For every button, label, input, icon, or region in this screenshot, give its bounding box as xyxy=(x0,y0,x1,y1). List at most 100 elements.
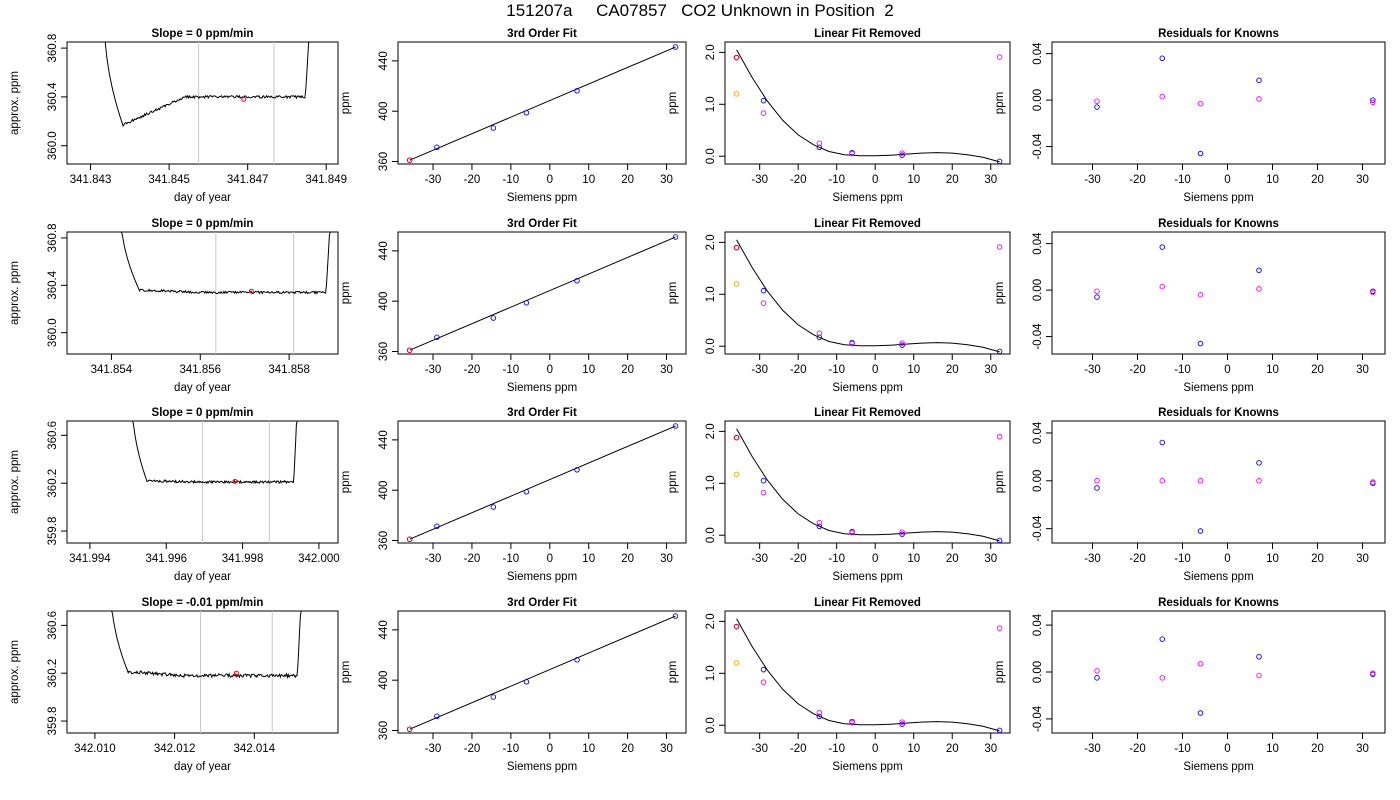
r3-residual_fit-xtick-label: 30 xyxy=(984,553,997,565)
r1-knowns_resid-ylabel: ppm xyxy=(994,92,1006,114)
known-point xyxy=(1256,654,1262,660)
r1-trace-panel: Slope = 0 ppm/min day of year approx. ppm 3… xyxy=(9,28,347,204)
r4-residual_fit-xtick-label: -20 xyxy=(790,743,807,755)
magenta-point xyxy=(899,150,905,156)
r2-residual_fit-xlabel: Siemens ppm xyxy=(832,382,902,394)
r1-knowns_resid-plot-area xyxy=(1094,55,1376,157)
known-point xyxy=(760,477,767,484)
r3-fit-xtick-label: -20 xyxy=(464,553,481,565)
known-point xyxy=(899,721,905,727)
known-point xyxy=(1094,104,1100,110)
magenta-point xyxy=(1370,99,1376,106)
r2-knowns_resid-xtick-label: -20 xyxy=(1129,364,1146,376)
r4-knowns_resid-ytick-label: 0.04 xyxy=(1032,613,1044,636)
known-point xyxy=(1159,636,1165,642)
r1-fit-ytick-label: 440 xyxy=(378,51,390,70)
r1-knowns_resid-ytick-label: -0.04 xyxy=(1032,133,1044,160)
magenta-point xyxy=(996,244,1003,250)
concentration-trace xyxy=(131,420,298,485)
known-point xyxy=(672,234,679,240)
r1-fit-frame xyxy=(397,41,687,165)
r3-knowns_resid-xtick-label: -20 xyxy=(1129,553,1146,565)
known-point xyxy=(1197,340,1204,347)
r4-knowns_resid-xlabel: Siemens ppm xyxy=(1183,761,1253,773)
r1-knowns_resid-xtick-label: 30 xyxy=(1356,174,1369,186)
magenta-point xyxy=(1094,478,1100,484)
r3-fit-xtick-label: -10 xyxy=(503,553,520,565)
r4-residual_fit-xtick-label: 20 xyxy=(946,743,959,755)
known-point xyxy=(490,694,497,700)
r1-knowns_resid-xtick-label: 20 xyxy=(1311,174,1324,186)
r1-knowns_resid-frame xyxy=(1051,41,1386,165)
r4-fit-ylabel: ppm xyxy=(340,661,352,683)
r3-trace-plot-area xyxy=(131,420,298,543)
r2-trace-ytick-label: 360.8 xyxy=(47,224,59,253)
r3-trace-panel: Slope = 0 ppm/min day of year approx. ppm 3… xyxy=(9,407,340,583)
r4-residual_fit-ytick-label: 1.0 xyxy=(705,665,717,681)
magenta-point xyxy=(849,719,855,726)
known-point xyxy=(523,300,530,306)
r3-knowns_resid-ytick-label: 0.00 xyxy=(1032,470,1044,492)
r3-fit-xtick-label: -30 xyxy=(425,553,442,565)
r4-residual_fit-title: Linear Fit Removed xyxy=(814,597,921,609)
r4-fit-frame xyxy=(397,610,687,734)
r3-knowns_resid-xtick-label: 10 xyxy=(1266,553,1279,565)
r4-knowns_resid-ylabel: ppm xyxy=(994,661,1006,683)
r2-residual_fit-xtick-label: -10 xyxy=(828,364,845,376)
magenta-point xyxy=(899,719,905,725)
known-point xyxy=(490,315,497,321)
known-point xyxy=(434,523,440,530)
r4-fit-ytick-label: 440 xyxy=(378,620,390,639)
r3-knowns_resid-xlabel: Siemens ppm xyxy=(1183,571,1253,583)
known-point xyxy=(1159,244,1165,250)
r4-knowns_resid-xtick-label: 20 xyxy=(1311,743,1324,755)
magenta-point xyxy=(1094,98,1100,105)
magenta-point xyxy=(899,340,905,346)
r3-knowns_resid-xtick-label: 30 xyxy=(1356,553,1369,565)
r2-residual_fit-xtick-label: 10 xyxy=(907,364,920,376)
unknown-point xyxy=(733,54,740,61)
r2-residual_fit-plot-area xyxy=(733,239,1003,355)
magenta-point xyxy=(816,140,823,146)
r4-trace-ytick-label: 359.8 xyxy=(47,707,59,736)
known-point xyxy=(523,679,530,685)
r1-knowns_resid-xtick-label: -20 xyxy=(1129,174,1146,186)
r1-knowns_resid-ytick-label: 0.04 xyxy=(1032,42,1044,65)
r2-trace-ytick-label: 360.4 xyxy=(47,270,59,299)
known-point xyxy=(996,158,1003,165)
r4-residual_fit-xtick-label: -10 xyxy=(828,743,845,755)
r1-residual_fit-ylabel: ppm xyxy=(667,92,679,114)
orange-point xyxy=(733,471,740,478)
r2-residual_fit-ytick-label: 1.0 xyxy=(705,286,717,302)
magenta-point xyxy=(1094,288,1100,295)
r1-residual_fit-plot-area xyxy=(733,49,1003,165)
r2-fit-plot-area xyxy=(406,234,679,353)
r2-trace-xtick-label: 341.856 xyxy=(179,364,221,376)
unknown-point xyxy=(733,434,740,441)
known-point xyxy=(434,713,440,720)
r1-residual_fit-xtick-label: -10 xyxy=(828,174,845,186)
unknown-point xyxy=(733,244,740,251)
r2-knowns_resid-xtick-label: 0 xyxy=(1224,364,1230,376)
r2-fit-xtick-label: 10 xyxy=(582,364,595,376)
known-point xyxy=(816,523,823,530)
r2-fit-xtick-label: 30 xyxy=(660,364,673,376)
magenta-point xyxy=(849,340,855,347)
r2-residual_fit-xtick-label: -20 xyxy=(790,364,807,376)
r1-trace-ytick-label: 360.0 xyxy=(47,131,59,160)
unknown-point xyxy=(406,347,413,353)
r3-residual_fit-xtick-label: -10 xyxy=(828,553,845,565)
r1-fit-xtick-label: 20 xyxy=(621,174,634,186)
magenta-point xyxy=(996,54,1003,60)
r3-fit-xtick-label: 30 xyxy=(660,553,673,565)
magenta-point xyxy=(816,710,823,716)
magenta-point xyxy=(1256,672,1262,679)
r3-knowns_resid-plot-area xyxy=(1094,439,1376,534)
r4-knowns_resid-ytick-label: 0.00 xyxy=(1032,661,1044,683)
r4-knowns_resid-xtick-label: 30 xyxy=(1356,743,1369,755)
r4-trace-xtick-label: 342.014 xyxy=(234,743,276,755)
known-point xyxy=(1197,710,1204,716)
known-point xyxy=(574,88,580,94)
r2-knowns_resid-panel: Residuals for Knowns Siemens ppm ppm -30 -20… xyxy=(994,218,1386,394)
